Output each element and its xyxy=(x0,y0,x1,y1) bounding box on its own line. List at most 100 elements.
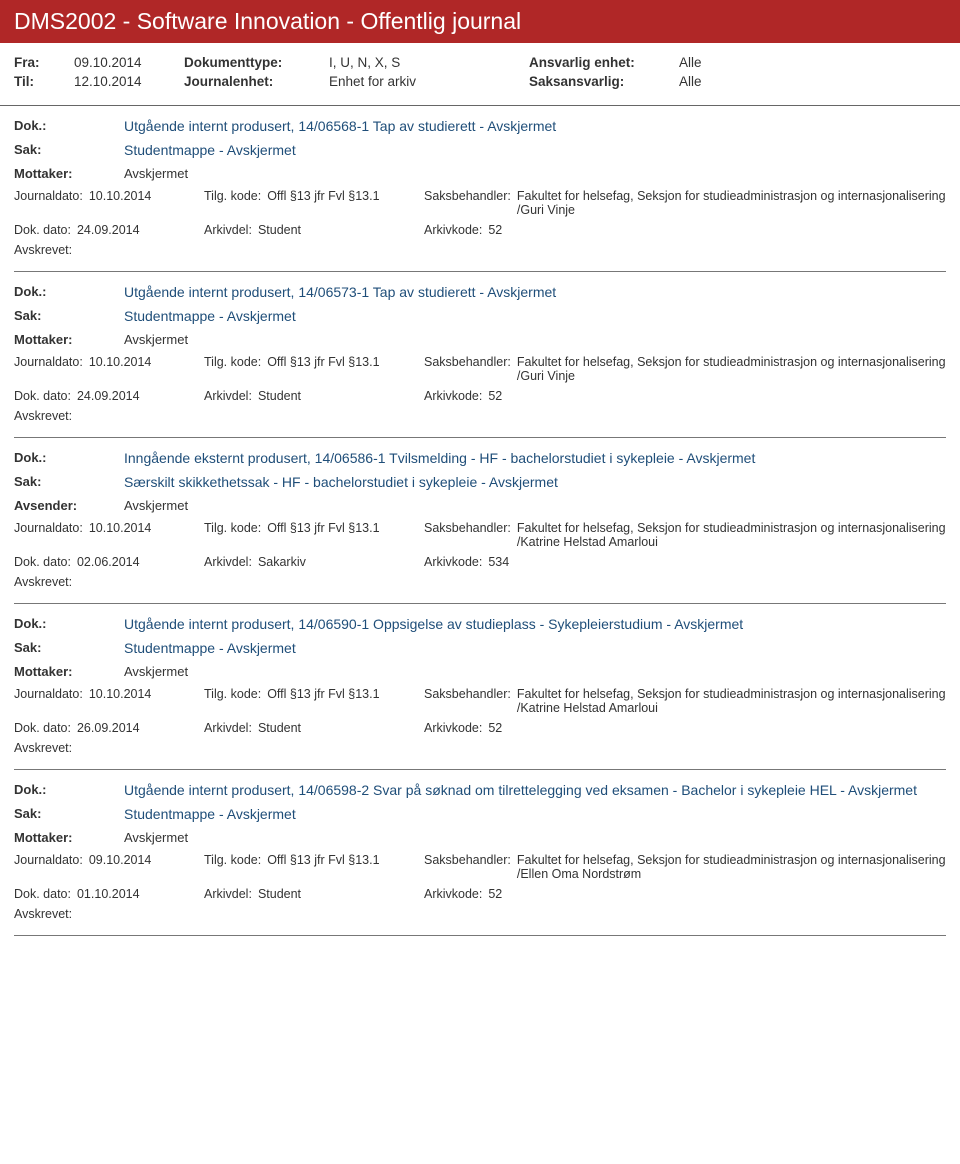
arkivkode-value: 52 xyxy=(488,389,502,403)
tilgkode-value: Offl §13 jfr Fvl §13.1 xyxy=(267,189,379,203)
journalenhet-value: Enhet for arkiv xyxy=(329,72,529,91)
arkivkode-value: 52 xyxy=(488,721,502,735)
dokdato-label: Dok. dato: xyxy=(14,887,71,901)
tilgkode-label: Tilg. kode: xyxy=(204,687,261,701)
saksansvarlig-value: Alle xyxy=(679,72,749,91)
fra-label: Fra: xyxy=(14,53,74,72)
sak-value: Særskilt skikkethetssak - HF - bachelors… xyxy=(124,474,946,490)
tilgkode-label: Tilg. kode: xyxy=(204,355,261,369)
journaldato-value: 10.10.2014 xyxy=(89,355,152,369)
page-title-bar: DMS2002 - Software Innovation - Offentli… xyxy=(0,0,960,43)
dok-label: Dok.: xyxy=(14,616,124,632)
ansvarlig-label: Ansvarlig enhet: xyxy=(529,53,679,72)
tilgkode-label: Tilg. kode: xyxy=(204,853,261,867)
page-title: DMS2002 - Software Innovation - Offentli… xyxy=(14,8,521,34)
journaldato-value: 10.10.2014 xyxy=(89,687,152,701)
avskrevet-label: Avskrevet: xyxy=(14,907,946,931)
tilgkode-label: Tilg. kode: xyxy=(204,521,261,535)
arkivkode-label: Arkivkode: xyxy=(424,389,482,403)
arkivkode-label: Arkivkode: xyxy=(424,721,482,735)
sak-value: Studentmappe - Avskjermet xyxy=(124,142,946,158)
saksbehandler-label: Saksbehandler: xyxy=(424,355,511,383)
sak-label: Sak: xyxy=(14,806,124,822)
party-value: Avskjermet xyxy=(124,830,946,845)
arkivkode-label: Arkivkode: xyxy=(424,887,482,901)
journal-entry: Dok.: Utgående internt produsert, 14/065… xyxy=(0,770,960,931)
party-label: Mottaker: xyxy=(14,664,124,679)
arkivdel-value: Student xyxy=(258,223,301,237)
dokdato-value: 26.09.2014 xyxy=(77,721,140,735)
doktype-value: I, U, N, X, S xyxy=(329,53,529,72)
arkivdel-value: Sakarkiv xyxy=(258,555,306,569)
ansvarlig-value: Alle xyxy=(679,53,749,72)
doktype-label: Dokumenttype: xyxy=(184,53,329,72)
til-value: 12.10.2014 xyxy=(74,72,184,91)
arkivdel-label: Arkivdel: xyxy=(204,721,252,735)
arkivdel-value: Student xyxy=(258,721,301,735)
arkivkode-label: Arkivkode: xyxy=(424,555,482,569)
header-meta: Fra: 09.10.2014 Dokumenttype: I, U, N, X… xyxy=(0,43,960,105)
sak-label: Sak: xyxy=(14,142,124,158)
party-label: Avsender: xyxy=(14,498,124,513)
dok-title: Utgående internt produsert, 14/06590-1 O… xyxy=(124,616,946,632)
journaldato-label: Journaldato: xyxy=(14,189,83,203)
journalenhet-label: Journalenhet: xyxy=(184,72,329,91)
party-value: Avskjermet xyxy=(124,664,946,679)
journal-entry: Dok.: Utgående internt produsert, 14/065… xyxy=(0,604,960,765)
journaldato-label: Journaldato: xyxy=(14,687,83,701)
sak-label: Sak: xyxy=(14,308,124,324)
party-label: Mottaker: xyxy=(14,166,124,181)
arkivdel-label: Arkivdel: xyxy=(204,555,252,569)
dokdato-value: 24.09.2014 xyxy=(77,389,140,403)
party-value: Avskjermet xyxy=(124,166,946,181)
saksbehandler-label: Saksbehandler: xyxy=(424,189,511,217)
entry-rule xyxy=(14,935,946,936)
journal-entry: Dok.: Utgående internt produsert, 14/065… xyxy=(0,106,960,267)
sak-label: Sak: xyxy=(14,640,124,656)
dokdato-label: Dok. dato: xyxy=(14,721,71,735)
journaldato-value: 09.10.2014 xyxy=(89,853,152,867)
arkivdel-label: Arkivdel: xyxy=(204,389,252,403)
dokdato-label: Dok. dato: xyxy=(14,389,71,403)
arkivdel-label: Arkivdel: xyxy=(204,887,252,901)
sak-value: Studentmappe - Avskjermet xyxy=(124,308,946,324)
saksbehandler-value: Fakultet for helsefag, Seksjon for studi… xyxy=(517,521,946,549)
arkivdel-value: Student xyxy=(258,389,301,403)
fra-value: 09.10.2014 xyxy=(74,53,184,72)
journal-entry: Dok.: Inngående eksternt produsert, 14/0… xyxy=(0,438,960,599)
til-label: Til: xyxy=(14,72,74,91)
avskrevet-label: Avskrevet: xyxy=(14,409,946,433)
dok-title: Utgående internt produsert, 14/06568-1 T… xyxy=(124,118,946,134)
arkivkode-value: 534 xyxy=(488,555,509,569)
arkivdel-label: Arkivdel: xyxy=(204,223,252,237)
saksbehandler-label: Saksbehandler: xyxy=(424,521,511,549)
tilgkode-value: Offl §13 jfr Fvl §13.1 xyxy=(267,687,379,701)
tilgkode-value: Offl §13 jfr Fvl §13.1 xyxy=(267,853,379,867)
tilgkode-value: Offl §13 jfr Fvl §13.1 xyxy=(267,355,379,369)
header-meta-table: Fra: 09.10.2014 Dokumenttype: I, U, N, X… xyxy=(14,53,749,91)
journaldato-value: 10.10.2014 xyxy=(89,521,152,535)
tilgkode-label: Tilg. kode: xyxy=(204,189,261,203)
party-value: Avskjermet xyxy=(124,332,946,347)
saksansvarlig-label: Saksansvarlig: xyxy=(529,72,679,91)
saksbehandler-value: Fakultet for helsefag, Seksjon for studi… xyxy=(517,853,946,881)
avskrevet-label: Avskrevet: xyxy=(14,575,946,599)
party-value: Avskjermet xyxy=(124,498,946,513)
party-label: Mottaker: xyxy=(14,332,124,347)
entries-container: Dok.: Utgående internt produsert, 14/065… xyxy=(0,106,960,936)
avskrevet-label: Avskrevet: xyxy=(14,741,946,765)
dokdato-value: 24.09.2014 xyxy=(77,223,140,237)
sak-value: Studentmappe - Avskjermet xyxy=(124,806,946,822)
dok-label: Dok.: xyxy=(14,284,124,300)
arkivkode-value: 52 xyxy=(488,887,502,901)
journaldato-label: Journaldato: xyxy=(14,521,83,535)
dok-label: Dok.: xyxy=(14,118,124,134)
journaldato-label: Journaldato: xyxy=(14,355,83,369)
saksbehandler-value: Fakultet for helsefag, Seksjon for studi… xyxy=(517,687,946,715)
dok-label: Dok.: xyxy=(14,450,124,466)
journaldato-label: Journaldato: xyxy=(14,853,83,867)
dokdato-value: 01.10.2014 xyxy=(77,887,140,901)
dokdato-value: 02.06.2014 xyxy=(77,555,140,569)
sak-value: Studentmappe - Avskjermet xyxy=(124,640,946,656)
journal-entry: Dok.: Utgående internt produsert, 14/065… xyxy=(0,272,960,433)
